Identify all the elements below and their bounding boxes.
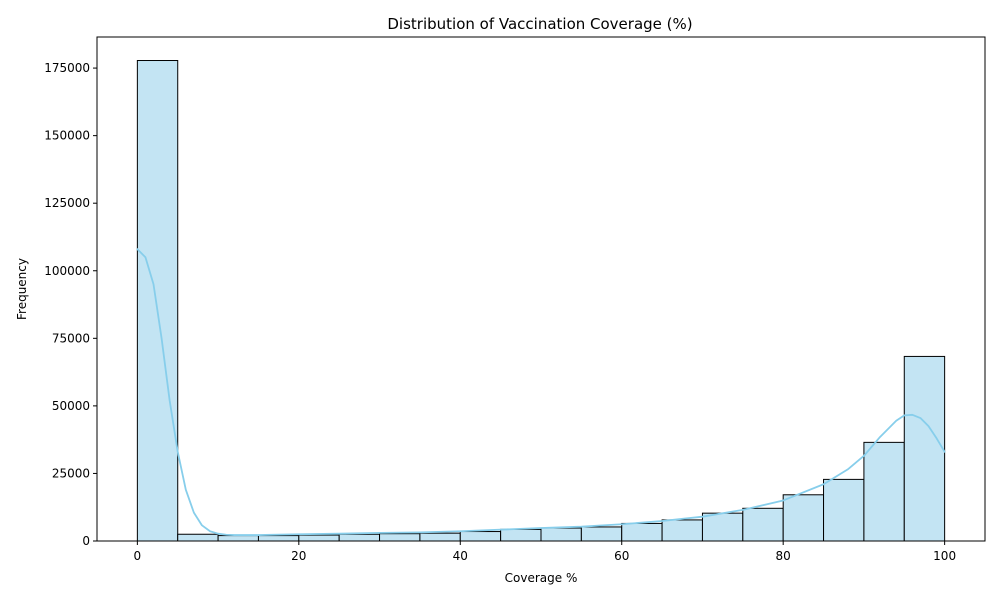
bars-layer	[136, 60, 946, 542]
plot-frame	[96, 36, 986, 542]
y-tick-label-25000: 25000	[52, 466, 90, 480]
histogram-bar-12	[621, 522, 663, 542]
y-tick-label-100000: 100000	[44, 264, 90, 278]
histogram-bar-9	[500, 528, 542, 542]
y-tick-label-75000: 75000	[52, 331, 90, 345]
histogram-bar-15	[742, 507, 784, 542]
x-axis-label: Coverage %	[505, 571, 578, 585]
histogram-bar-19	[903, 355, 946, 542]
histogram-bar-1	[177, 533, 219, 542]
histogram-bar-3	[257, 535, 300, 542]
histogram-bar-10	[540, 527, 582, 542]
histogram-bar-11	[580, 526, 623, 542]
y-tick-label-0: 0	[82, 534, 90, 548]
y-tick-label-175000: 175000	[44, 61, 90, 75]
histogram-bar-4	[298, 534, 340, 542]
histogram-bar-6	[379, 533, 421, 542]
histogram-bar-16	[782, 494, 825, 542]
x-tick-label-0: 0	[134, 549, 142, 563]
x-tick-label-80: 80	[776, 549, 791, 563]
chart-title: Distribution of Vaccination Coverage (%)	[387, 15, 692, 33]
histogram-bar-8	[459, 531, 502, 542]
histogram-bar-14	[701, 512, 744, 542]
x-tick-label-20: 20	[291, 549, 306, 563]
x-tick-label-40: 40	[453, 549, 468, 563]
x-axis-ticks: 0 20 40 60 80 100	[134, 541, 956, 563]
histogram-bar-2	[217, 535, 259, 542]
histogram-bar-17	[823, 478, 865, 542]
y-axis-ticks: 0 25000 50000 75000 100000 125000 150000 175000	[44, 61, 97, 548]
x-tick-label-60: 60	[614, 549, 629, 563]
kde-line	[136, 248, 946, 536]
histogram-bar-18	[863, 441, 905, 542]
kde-layer	[136, 248, 946, 536]
histogram-bar-13	[661, 519, 703, 542]
histogram-bar-0	[136, 60, 179, 542]
histogram-bar-7	[419, 532, 461, 542]
histogram-bar-5	[338, 533, 381, 542]
y-axis-label: Frequency	[15, 258, 29, 320]
y-tick-label-150000: 150000	[44, 129, 90, 143]
y-tick-label-50000: 50000	[52, 399, 90, 413]
y-tick-label-125000: 125000	[44, 196, 90, 210]
x-tick-label-100: 100	[933, 549, 956, 563]
